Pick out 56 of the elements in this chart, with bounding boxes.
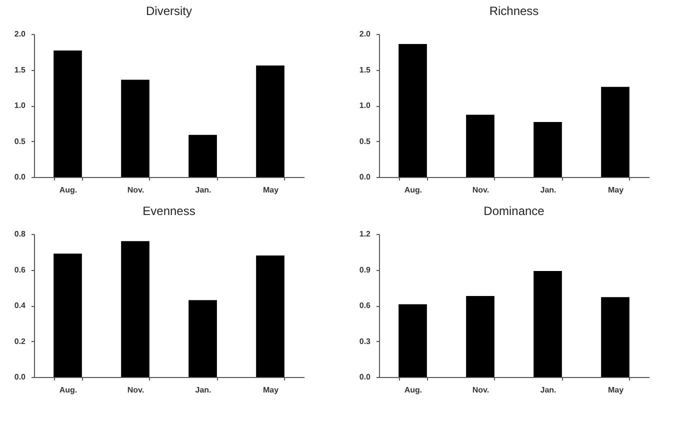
bar — [601, 86, 630, 177]
x-tick-label: May — [262, 186, 280, 194]
y-tick-label: 1.0 — [14, 101, 26, 110]
y-tick-label: 0.0 — [359, 172, 372, 182]
bar — [54, 254, 82, 377]
y-tick-label: 0.5 — [359, 136, 372, 146]
x-tick-label: Nov. — [127, 386, 144, 394]
y-tick-label: 0.9 — [359, 265, 372, 274]
bar — [398, 304, 427, 377]
y-tick-label: 1.5 — [14, 65, 26, 74]
x-tick-label: May — [608, 186, 624, 194]
y-tick-label: 0.6 — [359, 301, 372, 310]
y-tick-label: 1.0 — [359, 101, 372, 110]
bar — [121, 241, 150, 377]
y-tick-label: 0.8 — [14, 230, 26, 238]
y-tick-label: 0.6 — [14, 265, 26, 274]
chart-title: Dominance — [484, 204, 545, 218]
y-tick-label: 0.0 — [14, 172, 26, 182]
bar — [466, 114, 494, 177]
y-tick-label: 0.4 — [14, 301, 26, 310]
x-tick-label: Jan. — [195, 186, 212, 194]
bar — [188, 134, 217, 177]
chart-title: Richness — [489, 4, 539, 18]
bar — [188, 300, 217, 377]
x-tick-label: Aug. — [404, 386, 422, 394]
chart-title: Diversity — [146, 4, 192, 18]
y-tick-label: 1.2 — [359, 230, 372, 238]
bar — [534, 270, 562, 377]
y-tick-label: 0.2 — [14, 336, 26, 346]
bar — [256, 255, 284, 377]
x-tick-label: Nov. — [127, 186, 144, 194]
x-tick-label: May — [608, 386, 624, 394]
bar — [601, 297, 630, 377]
y-tick-label: 0.5 — [14, 136, 26, 146]
x-tick-label: Nov. — [472, 386, 490, 394]
bar — [398, 44, 427, 177]
x-tick-label: Aug. — [59, 186, 78, 194]
x-tick-label: Jan. — [540, 186, 556, 194]
chart-title: Evenness — [142, 204, 196, 218]
x-tick-label: May — [262, 386, 280, 394]
y-tick-label: 2.0 — [359, 30, 372, 38]
x-tick-label: Aug. — [59, 386, 78, 394]
y-tick-label: 1.5 — [359, 65, 372, 74]
bar — [54, 50, 82, 177]
y-tick-label: 2.0 — [14, 30, 26, 38]
bar — [534, 122, 562, 177]
bar — [466, 296, 494, 377]
x-tick-label: Nov. — [472, 186, 490, 194]
x-tick-label: Jan. — [540, 386, 556, 394]
y-tick-label: 0.0 — [359, 372, 372, 382]
x-tick-label: Jan. — [195, 386, 212, 394]
y-tick-label: 0.3 — [359, 336, 372, 346]
bar — [121, 80, 150, 177]
x-tick-label: Aug. — [404, 186, 422, 194]
bar — [256, 65, 284, 177]
y-tick-label: 0.0 — [14, 372, 26, 382]
